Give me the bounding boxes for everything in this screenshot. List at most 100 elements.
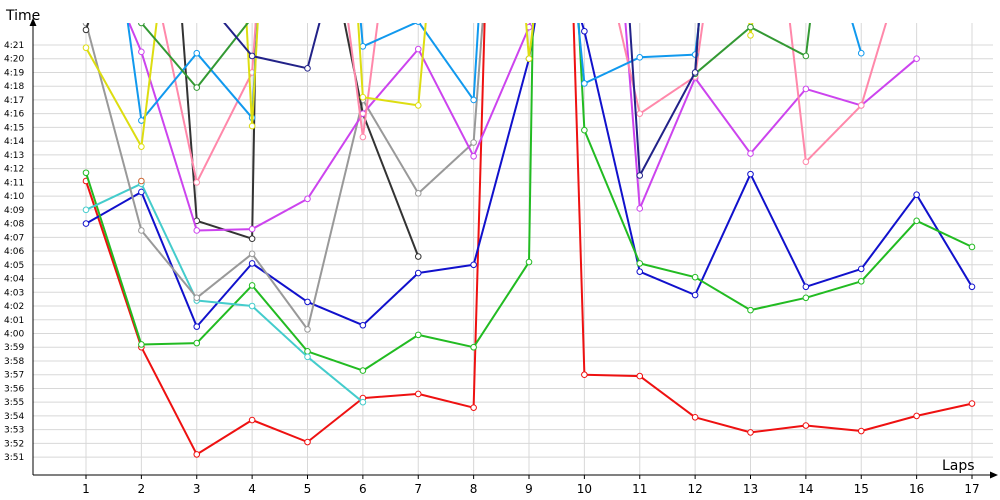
x-tick-label: 15 — [854, 482, 869, 496]
y-tick-label: 3:59 — [4, 343, 24, 353]
y-tick-label: 4:06 — [4, 247, 24, 257]
y-tick-labels: 3:51 3:52 3:53 3:54 3:55 3:56 3:57 3:58 3:59 4:00… — [4, 41, 24, 463]
data-point — [857, 427, 865, 435]
data-point — [193, 294, 201, 302]
data-point — [470, 152, 477, 160]
y-tick-label: 4:11 — [4, 178, 24, 188]
y-tick-label: 4:05 — [4, 261, 24, 271]
data-point — [82, 169, 90, 177]
data-point — [193, 179, 201, 186]
y-tick-label: 3:53 — [4, 426, 24, 436]
series-layer — [82, 15, 976, 458]
data-point — [857, 102, 865, 109]
data-point — [414, 45, 422, 53]
data-point — [248, 235, 256, 242]
x-tick-label: 9 — [525, 482, 533, 496]
data-point — [802, 294, 810, 302]
series-9 — [126, 23, 865, 124]
data-point — [304, 438, 311, 446]
series-7 — [128, 23, 920, 234]
data-point — [747, 306, 754, 314]
data-point — [636, 268, 644, 275]
y-tick-label: 4:04 — [4, 275, 24, 285]
series-line — [85, 23, 484, 331]
data-point — [193, 339, 201, 347]
data-point — [913, 55, 920, 63]
y-tick-label: 4:09 — [4, 206, 24, 216]
data-point — [802, 158, 810, 166]
data-point — [913, 217, 920, 225]
series-13 — [138, 177, 145, 185]
data-point — [802, 85, 810, 93]
data-point — [304, 326, 311, 333]
y-tick-label: 4:16 — [4, 110, 24, 120]
x-tick-label: 1 — [82, 482, 90, 496]
x-tick-label: 16 — [909, 482, 924, 496]
x-tick-label: 7 — [414, 482, 422, 496]
data-point — [636, 372, 644, 380]
data-point — [470, 343, 477, 351]
data-point — [913, 191, 920, 199]
x-tick-label: 8 — [470, 482, 478, 496]
y-tick-label: 4:03 — [4, 288, 24, 298]
data-point — [913, 412, 920, 420]
data-point — [636, 172, 644, 179]
data-point — [248, 122, 256, 130]
data-point — [193, 227, 201, 234]
data-point — [525, 258, 533, 266]
data-point — [359, 93, 367, 101]
data-point — [414, 190, 422, 197]
y-tick-label: 4:00 — [4, 329, 24, 339]
y-tick-label: 3:52 — [4, 439, 24, 449]
data-point — [747, 429, 754, 436]
data-point — [691, 273, 699, 281]
data-point — [359, 133, 367, 141]
data-point — [470, 404, 477, 411]
data-point — [248, 250, 256, 258]
x-axis-arrow — [990, 471, 998, 479]
x-tick-label: 11 — [632, 482, 647, 496]
data-point — [581, 126, 588, 134]
series-line — [161, 23, 888, 184]
data-point — [138, 117, 145, 124]
data-point — [968, 283, 976, 291]
data-point — [747, 170, 754, 178]
data-point — [414, 269, 422, 277]
data-point — [968, 243, 976, 251]
series-line — [85, 23, 973, 328]
data-point — [691, 413, 699, 421]
y-tick-label: 4:17 — [4, 96, 24, 106]
y-tick-label: 4:20 — [4, 55, 24, 65]
data-point — [747, 150, 754, 157]
y-tick-label: 4:07 — [4, 233, 24, 243]
y-tick-label: 4:14 — [4, 137, 24, 147]
y-tick-label: 4:02 — [4, 302, 24, 312]
y-tick-label: 3:54 — [4, 412, 24, 422]
x-tick-labels: 1 2 3 4 5 6 7 8 9 10 11 12 13 14 15 16 17 — [82, 482, 979, 496]
data-point — [359, 398, 367, 406]
data-point — [414, 390, 422, 398]
y-tick-label: 3:58 — [4, 357, 24, 367]
y-tick-label: 4:13 — [4, 151, 24, 161]
y-axis-arrow — [29, 18, 37, 26]
y-axis-label: Time — [5, 8, 40, 24]
data-point — [470, 139, 477, 146]
series-line — [223, 23, 700, 177]
data-point — [415, 23, 422, 25]
y-tick-label: 3:55 — [4, 398, 24, 408]
data-point — [857, 265, 865, 273]
data-point — [414, 102, 422, 109]
data-point — [193, 84, 201, 91]
data-point — [248, 52, 256, 60]
series-5 — [82, 23, 484, 333]
data-point — [359, 43, 367, 50]
series-12 — [223, 23, 700, 179]
y-tick-label: 4:19 — [4, 68, 24, 78]
data-point — [249, 15, 255, 21]
data-point — [581, 27, 588, 35]
data-point — [138, 48, 145, 56]
data-point — [747, 23, 754, 31]
data-point — [802, 283, 810, 291]
data-point — [636, 54, 644, 61]
data-point — [747, 32, 754, 39]
